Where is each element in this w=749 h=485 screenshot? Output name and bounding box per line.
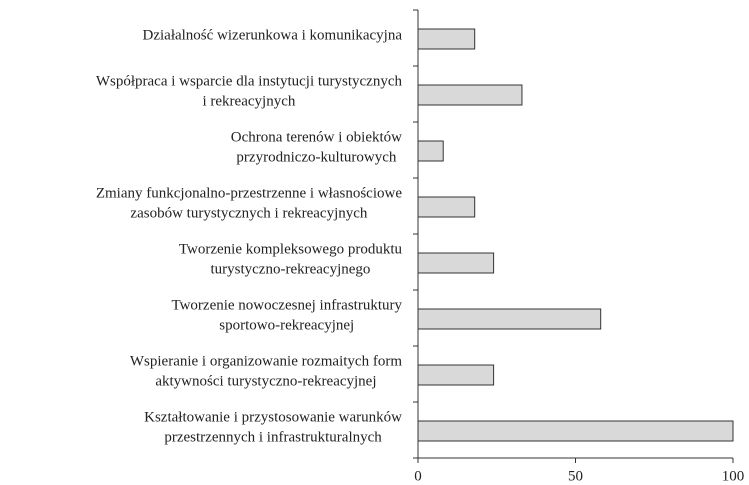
- category-label: sportowo-rekreacyjnej: [219, 317, 354, 333]
- category-label: Wspieranie i organizowanie rozmaitych fo…: [130, 353, 402, 369]
- x-tick-label: 50: [568, 468, 583, 484]
- bar: [417, 308, 602, 330]
- bar: [417, 364, 495, 386]
- bar: [417, 420, 734, 442]
- category-label: Współpraca i wsparcie dla instytucji tur…: [96, 73, 403, 89]
- category-label: Tworzenie nowoczesnej infrastruktury: [171, 297, 402, 313]
- category-label: Ochrona terenów i obiektów: [231, 129, 402, 145]
- bar: [417, 84, 523, 106]
- category-label: i rekreacyjnych: [202, 93, 295, 109]
- category-label: Zmiany funkcjonalno-przestrzenne i własn…: [96, 185, 402, 201]
- bar: [417, 140, 444, 162]
- category-label: Kształtowanie i przystosowanie warunków: [144, 409, 402, 425]
- category-label: przyrodniczo-kulturowych: [236, 149, 396, 165]
- category-label: zasobów turystycznych i rekreacyjnych: [130, 205, 367, 221]
- x-tick-label: 0: [414, 468, 422, 484]
- x-tick-label: 100: [722, 468, 745, 484]
- bar: [417, 28, 476, 50]
- category-label: aktywności turystyczno-rekreacyjnej: [155, 373, 376, 389]
- bar: [417, 196, 476, 218]
- category-label: Działalność wizerunkowa i komunikacyjna: [143, 27, 403, 43]
- category-label: przestrzennych i infrastrukturalnych: [164, 429, 382, 445]
- bar: [417, 252, 495, 274]
- category-label: turystyczno-rekreacyjnego: [210, 261, 370, 277]
- category-label: Tworzenie kompleksowego produktu: [179, 241, 403, 257]
